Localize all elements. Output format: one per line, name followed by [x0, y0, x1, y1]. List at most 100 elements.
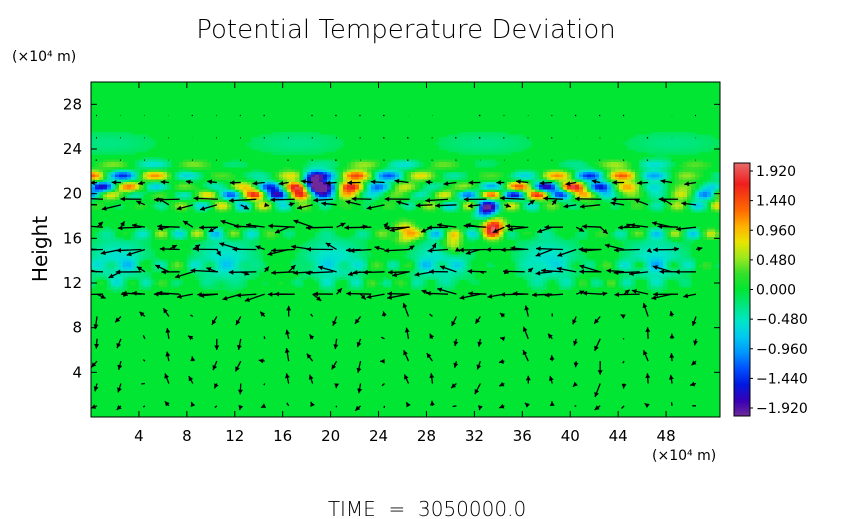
field-cell: [327, 227, 332, 230]
field-cell: [339, 174, 344, 178]
field-cell: [687, 232, 692, 235]
field-cell: [383, 182, 388, 185]
field-cell: [359, 244, 364, 248]
field-cell: [207, 182, 212, 185]
field-cell: [303, 144, 308, 148]
field-cell: [427, 187, 432, 190]
field-cell: [619, 159, 624, 163]
field-cell: [399, 189, 404, 193]
field-cell: [563, 249, 568, 253]
field-cell: [715, 197, 720, 200]
field-cell: [519, 189, 524, 193]
field-cell: [567, 192, 572, 195]
field-cell: [283, 204, 288, 208]
field-cell: [707, 182, 712, 185]
field-cell: [431, 177, 436, 180]
field-cell: [463, 189, 468, 193]
field-cell: [259, 139, 264, 143]
field-cell: [471, 194, 476, 198]
field-cell: [383, 174, 388, 178]
field-cell: [295, 177, 300, 180]
field-cell: [183, 194, 188, 198]
field-cell: [483, 224, 488, 228]
field-cell: [259, 197, 264, 200]
field-cell: [215, 269, 220, 273]
field-cell: [91, 189, 96, 193]
field-cell: [455, 177, 460, 180]
field-cell: [627, 199, 632, 203]
field-cell: [263, 187, 268, 190]
field-cell: [715, 194, 720, 198]
field-cell: [511, 137, 516, 140]
field-cell: [631, 204, 636, 208]
field-cell: [527, 189, 532, 193]
field-cell: [639, 229, 644, 233]
field-cell: [299, 152, 304, 155]
field-cell: [543, 234, 548, 238]
field-cell: [391, 207, 396, 210]
field-cell: [167, 159, 172, 163]
field-cell: [567, 177, 572, 180]
field-cell: [187, 197, 192, 200]
field-cell: [707, 179, 712, 183]
field-cell: [627, 189, 632, 193]
field-cell: [251, 234, 256, 238]
field-cell: [471, 234, 476, 238]
field-cell: [371, 264, 376, 268]
field-cell: [607, 197, 612, 200]
field-cell: [107, 244, 112, 248]
field-cell: [659, 142, 664, 145]
field-cell: [487, 227, 492, 230]
field-cell: [403, 229, 408, 233]
field-cell: [135, 184, 140, 188]
field-cell: [147, 229, 152, 233]
field-cell: [219, 267, 224, 270]
field-cell: [331, 159, 336, 163]
field-cell: [383, 172, 388, 175]
field-cell: [303, 149, 308, 153]
field-cell: [347, 187, 352, 190]
field-cell: [239, 262, 244, 265]
field-cell: [555, 242, 560, 245]
field-cell: [483, 142, 488, 145]
field-cell: [323, 159, 328, 163]
field-cell: [143, 159, 148, 163]
field-cell: [367, 162, 372, 165]
field-cell: [319, 179, 324, 183]
field-cell: [683, 177, 688, 180]
field-cell: [655, 137, 660, 140]
field-cell: [107, 179, 112, 183]
field-cell: [119, 187, 124, 190]
field-cell: [299, 252, 304, 255]
field-cell: [483, 237, 488, 240]
field-cell: [511, 179, 516, 183]
field-cell: [107, 177, 112, 180]
field-cell: [515, 139, 520, 143]
field-cell: [551, 244, 556, 248]
field-cell: [603, 194, 608, 198]
field-cell: [683, 147, 688, 150]
field-cell: [679, 184, 684, 188]
field-cell: [471, 247, 476, 250]
field-cell: [339, 254, 344, 258]
field-cell: [647, 262, 652, 265]
field-cell: [323, 242, 328, 245]
field-cell: [499, 184, 504, 188]
field-cell: [543, 262, 548, 265]
field-cell: [607, 164, 612, 168]
field-cell: [675, 177, 680, 180]
field-cell: [487, 242, 492, 245]
field-cell: [567, 239, 572, 243]
field-cell: [507, 187, 512, 190]
field-cell: [443, 142, 448, 145]
field-cell: [651, 162, 656, 165]
field-cell: [463, 202, 468, 205]
field-cell: [171, 234, 176, 238]
field-cell: [651, 142, 656, 145]
field-cell: [463, 264, 468, 268]
field-cell: [195, 249, 200, 253]
field-cell: [327, 172, 332, 175]
field-cell: [615, 207, 620, 210]
field-cell: [703, 164, 708, 168]
field-cell: [483, 137, 488, 140]
